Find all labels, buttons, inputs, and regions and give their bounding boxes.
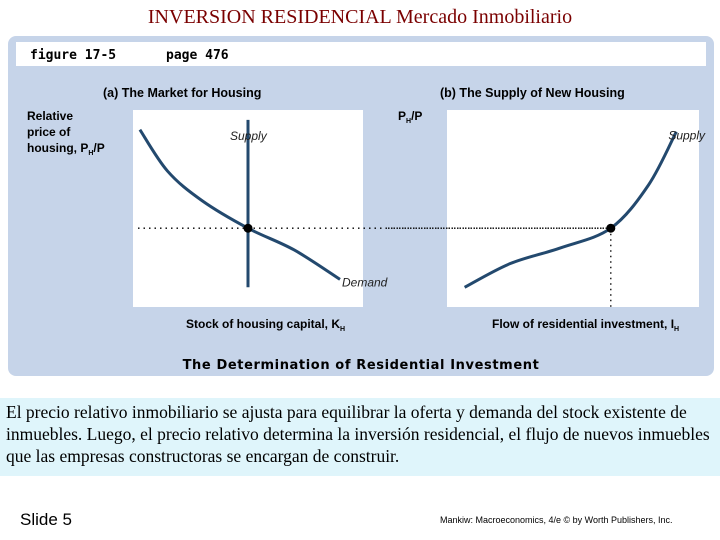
credit-line: Mankiw: Macroeconomics, 4/e © by Worth P… <box>440 515 673 525</box>
chart-marks: Supply Demand Supply <box>138 119 706 307</box>
figure-label-strip <box>16 42 706 66</box>
panel-a-ylabel-line1: Relative <box>27 109 73 123</box>
slide-number: Slide 5 <box>20 510 72 529</box>
panel-b-ylabel: PH/P <box>398 109 422 125</box>
figure-page: page 476 <box>166 48 229 63</box>
panel-a-equilibrium-point <box>243 223 253 233</box>
figure-svg: figure 17-5 page 476 (a) The Market for … <box>16 42 706 373</box>
panel-b-title: (b) The Supply of New Housing <box>440 86 625 100</box>
caption: El precio relativo inmobiliario se ajust… <box>0 398 720 476</box>
slide-title: INVERSION RESIDENCIAL Mercado Inmobiliar… <box>147 6 573 28</box>
figure-title: The Determination of Residential Investm… <box>183 358 540 373</box>
panel-a-demand-label: Demand <box>342 275 388 289</box>
panel-b-supply-label: Supply <box>668 129 706 143</box>
panel-b-equilibrium-point <box>606 223 616 233</box>
panel-b-xlabel: Flow of residential investment, IH <box>492 317 679 333</box>
panel-a-ylabel-line2: price of <box>27 125 71 139</box>
panel-a-ylabel-line3: housing, PH/P <box>27 141 105 157</box>
panel-b-supply-curve <box>463 130 678 289</box>
panel-a-title: (a) The Market for Housing <box>103 86 261 100</box>
panel-a-demand-curve <box>138 128 341 281</box>
panel-a-xlabel: Stock of housing capital, KH <box>186 317 345 333</box>
figure-panel: figure 17-5 page 476 (a) The Market for … <box>8 36 714 376</box>
panel-a-supply-label: Supply <box>230 129 268 143</box>
figure-number: figure 17-5 <box>30 48 116 63</box>
